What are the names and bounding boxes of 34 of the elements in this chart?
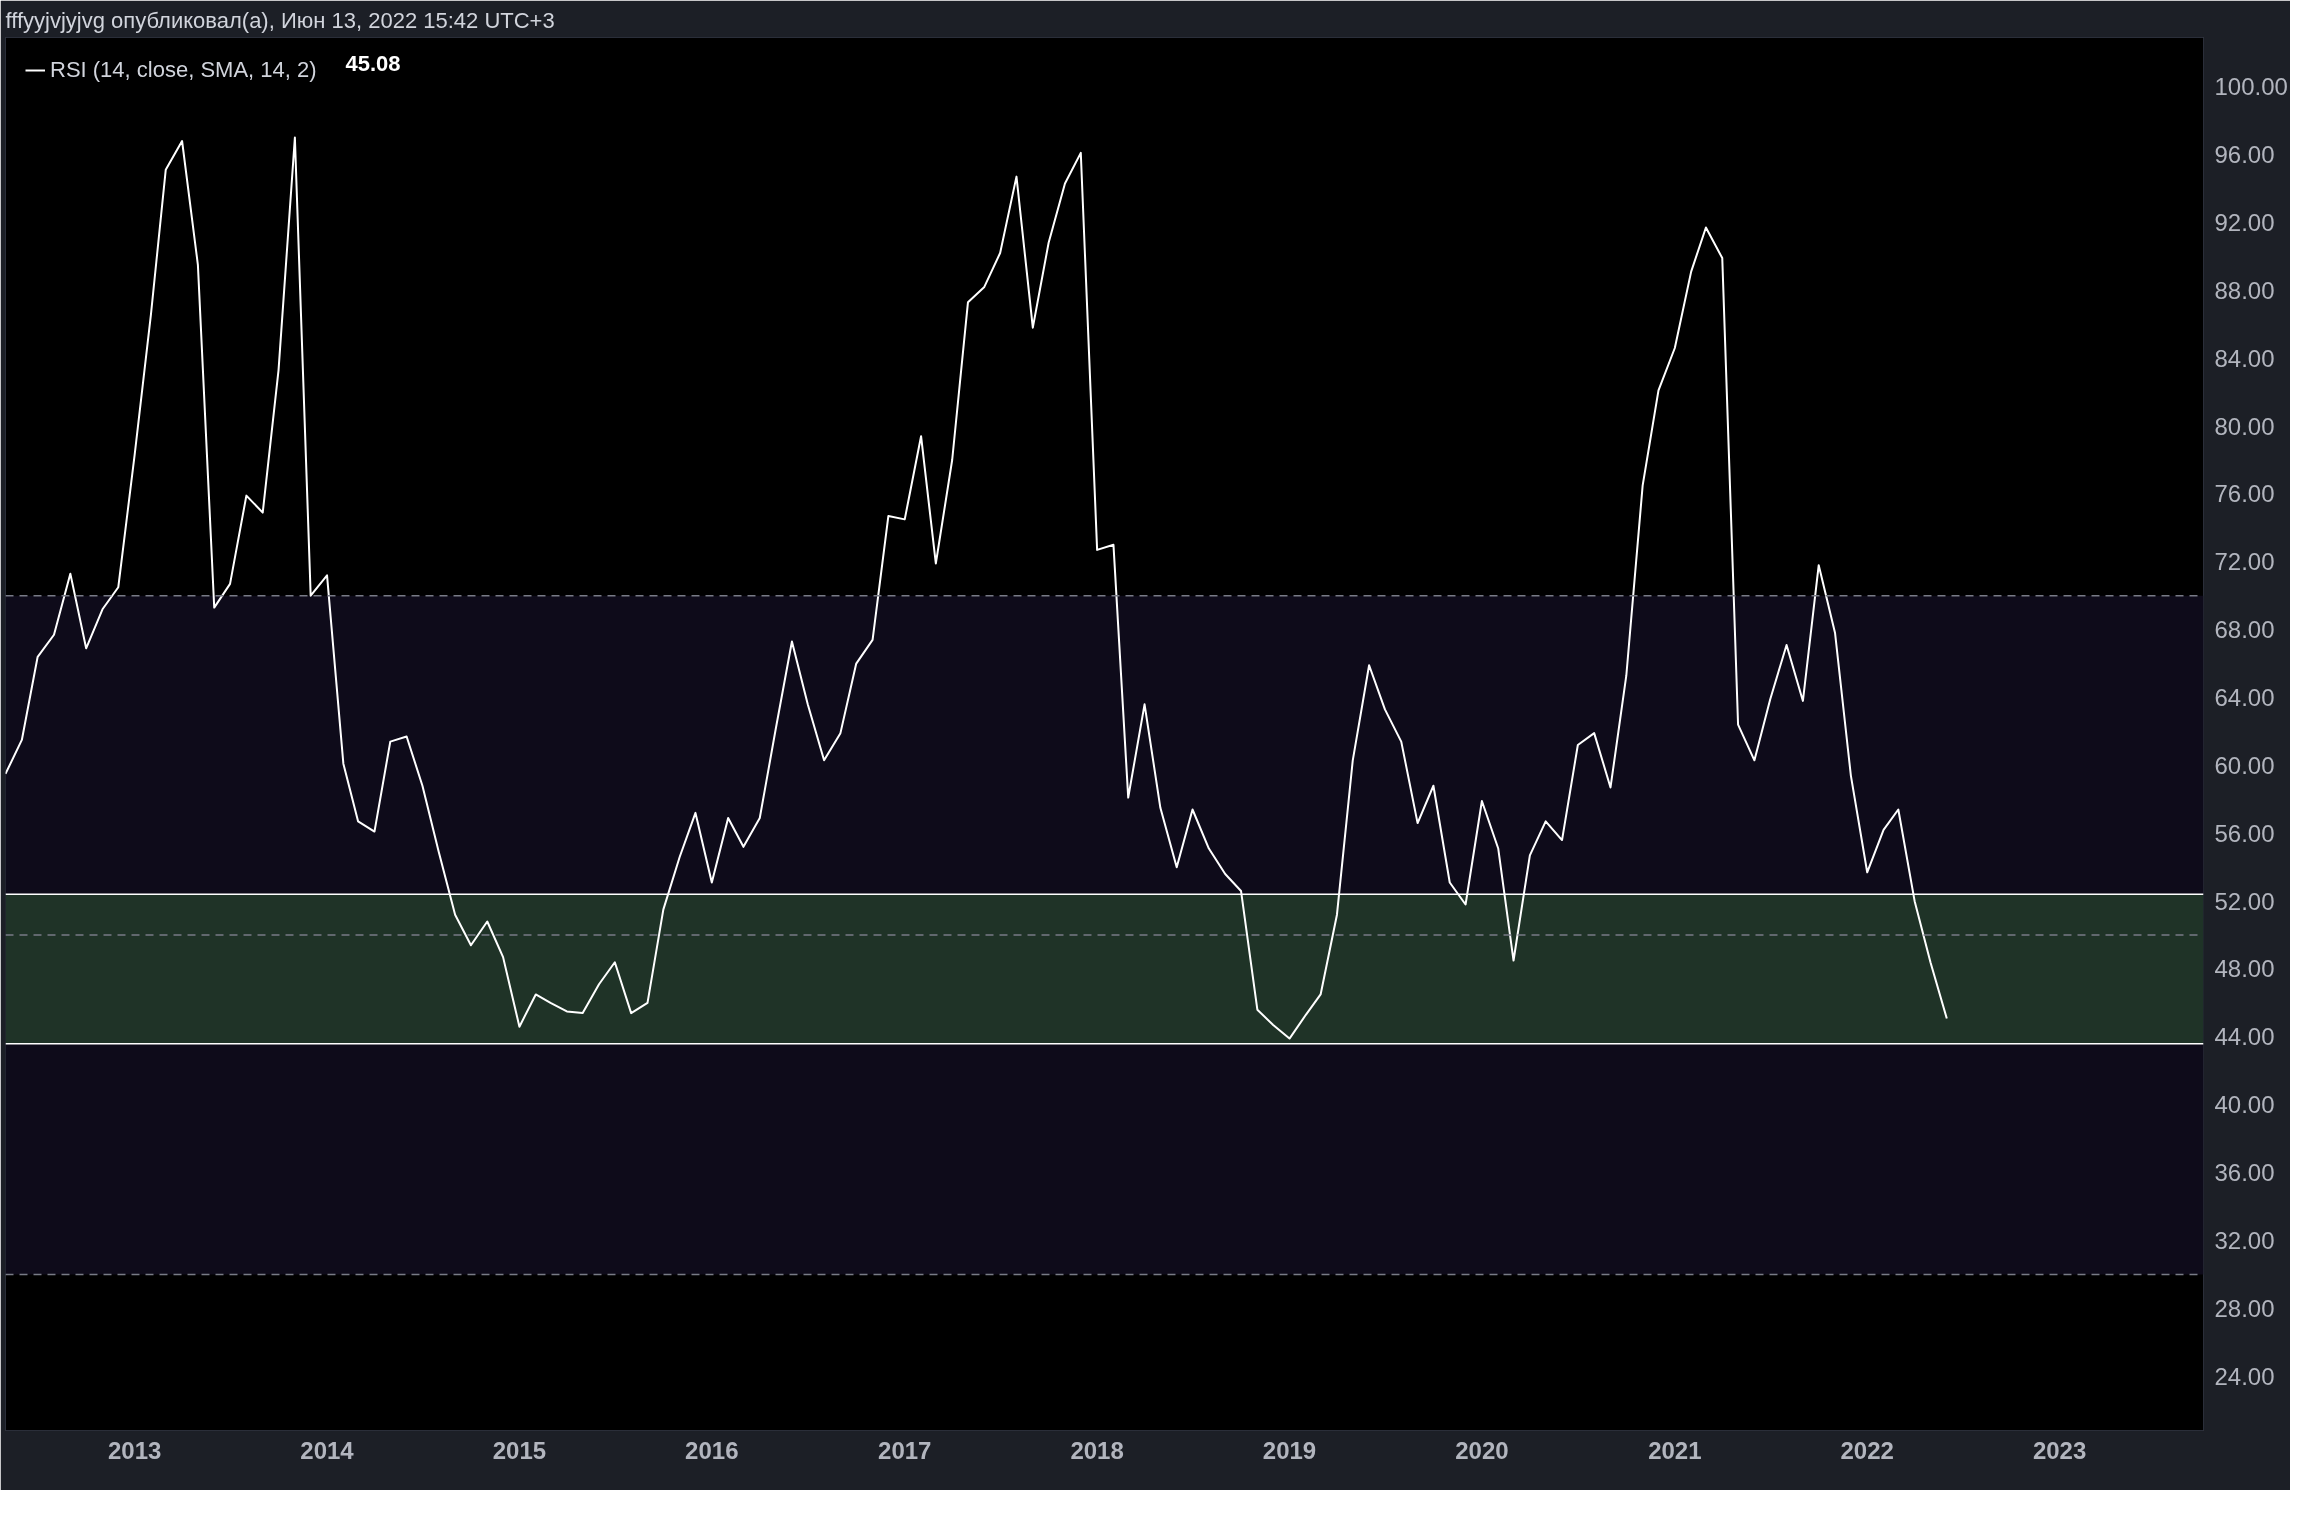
annotation: 45.08: [345, 50, 401, 76]
y-tick-label: 88.00: [2214, 276, 2275, 304]
y-tick-label: 44.00: [2214, 1023, 2275, 1051]
x-tick-label: 2023: [2032, 1436, 2087, 1464]
x-tick-label: 2020: [1455, 1436, 1509, 1464]
x-tick-label: 2013: [107, 1436, 162, 1464]
y-tick-label: 100.00: [2214, 73, 2288, 101]
x-tick-label: 2014: [300, 1436, 355, 1464]
y-tick-label: 36.00: [2214, 1159, 2275, 1187]
y-tick-label: 56.00: [2214, 819, 2275, 847]
y-tick-label: 40.00: [2214, 1091, 2275, 1119]
x-tick-label: 2017: [878, 1436, 932, 1464]
y-tick-label: 80.00: [2214, 412, 2275, 440]
y-tick-label: 24.00: [2214, 1362, 2275, 1390]
legend-label: RSI (14, close, SMA, 14, 2): [50, 57, 317, 83]
y-tick-label: 64.00: [2214, 684, 2275, 712]
chart-title: fffyyjvjyjvg опубликовал(а), Июн 13, 2022 15:42 UTC+3: [5, 7, 555, 33]
y-tick-label: 72.00: [2214, 548, 2275, 576]
x-tick-label: 2021: [1648, 1436, 1702, 1464]
x-tick-label: 2018: [1070, 1436, 1124, 1464]
x-tick-label: 2015: [492, 1436, 547, 1464]
x-tick-label: 2016: [685, 1436, 739, 1464]
y-tick-label: 76.00: [2214, 480, 2275, 508]
y-tick-label: 68.00: [2214, 616, 2275, 644]
y-tick-label: 48.00: [2214, 955, 2275, 983]
y-tick-label: 32.00: [2214, 1226, 2275, 1254]
y-tick-label: 28.00: [2214, 1294, 2275, 1322]
x-tick-label: 2019: [1262, 1436, 1317, 1464]
x-tick-label: 2022: [1840, 1436, 1894, 1464]
y-tick-label: 92.00: [2214, 208, 2275, 236]
y-tick-label: 84.00: [2214, 344, 2275, 372]
y-tick-label: 96.00: [2214, 141, 2275, 169]
y-tick-label: 52.00: [2214, 887, 2275, 915]
y-tick-label: 60.00: [2214, 751, 2275, 779]
